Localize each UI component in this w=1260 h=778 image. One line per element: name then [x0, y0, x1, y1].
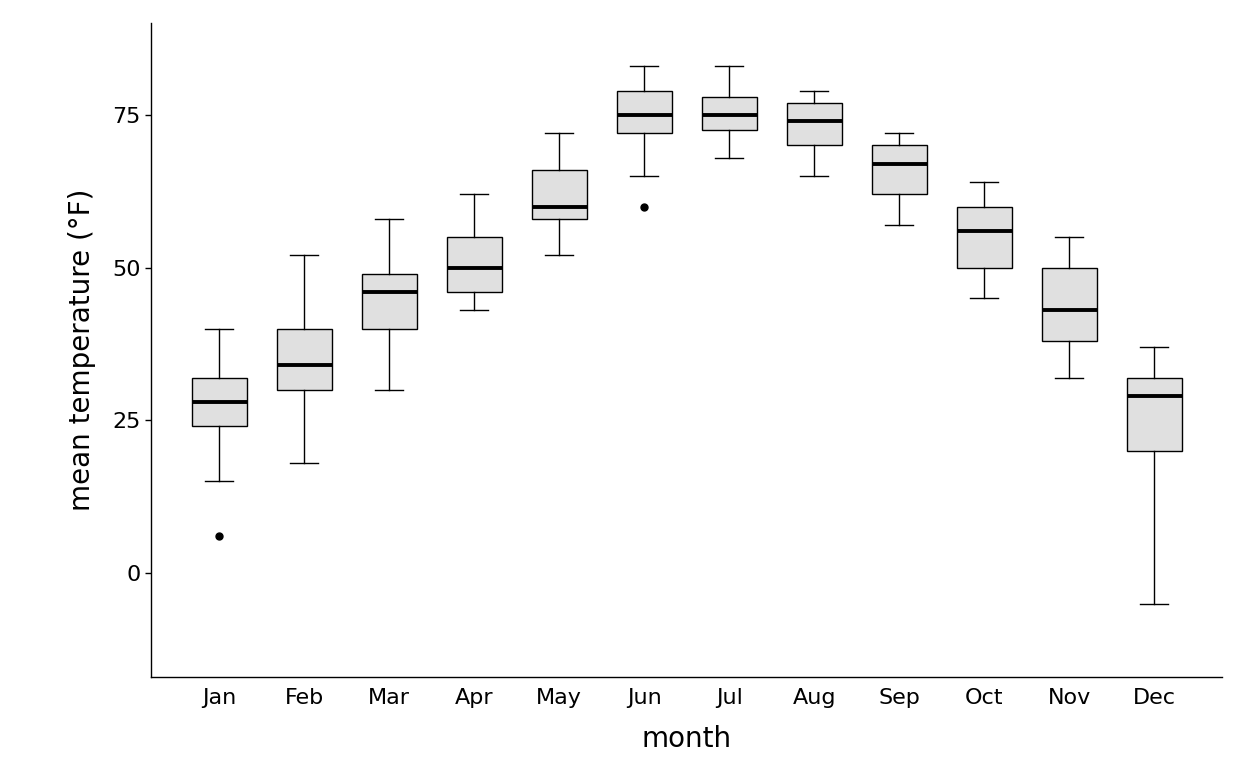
PathPatch shape — [956, 207, 1012, 268]
PathPatch shape — [532, 170, 587, 219]
PathPatch shape — [616, 90, 672, 133]
Y-axis label: mean temperature (°F): mean temperature (°F) — [68, 189, 96, 511]
PathPatch shape — [702, 96, 757, 130]
PathPatch shape — [872, 145, 927, 194]
PathPatch shape — [362, 274, 417, 329]
PathPatch shape — [1042, 268, 1096, 341]
PathPatch shape — [1126, 377, 1182, 451]
X-axis label: month: month — [641, 724, 732, 752]
PathPatch shape — [277, 329, 331, 390]
PathPatch shape — [192, 377, 247, 426]
PathPatch shape — [786, 103, 842, 145]
PathPatch shape — [446, 237, 501, 292]
